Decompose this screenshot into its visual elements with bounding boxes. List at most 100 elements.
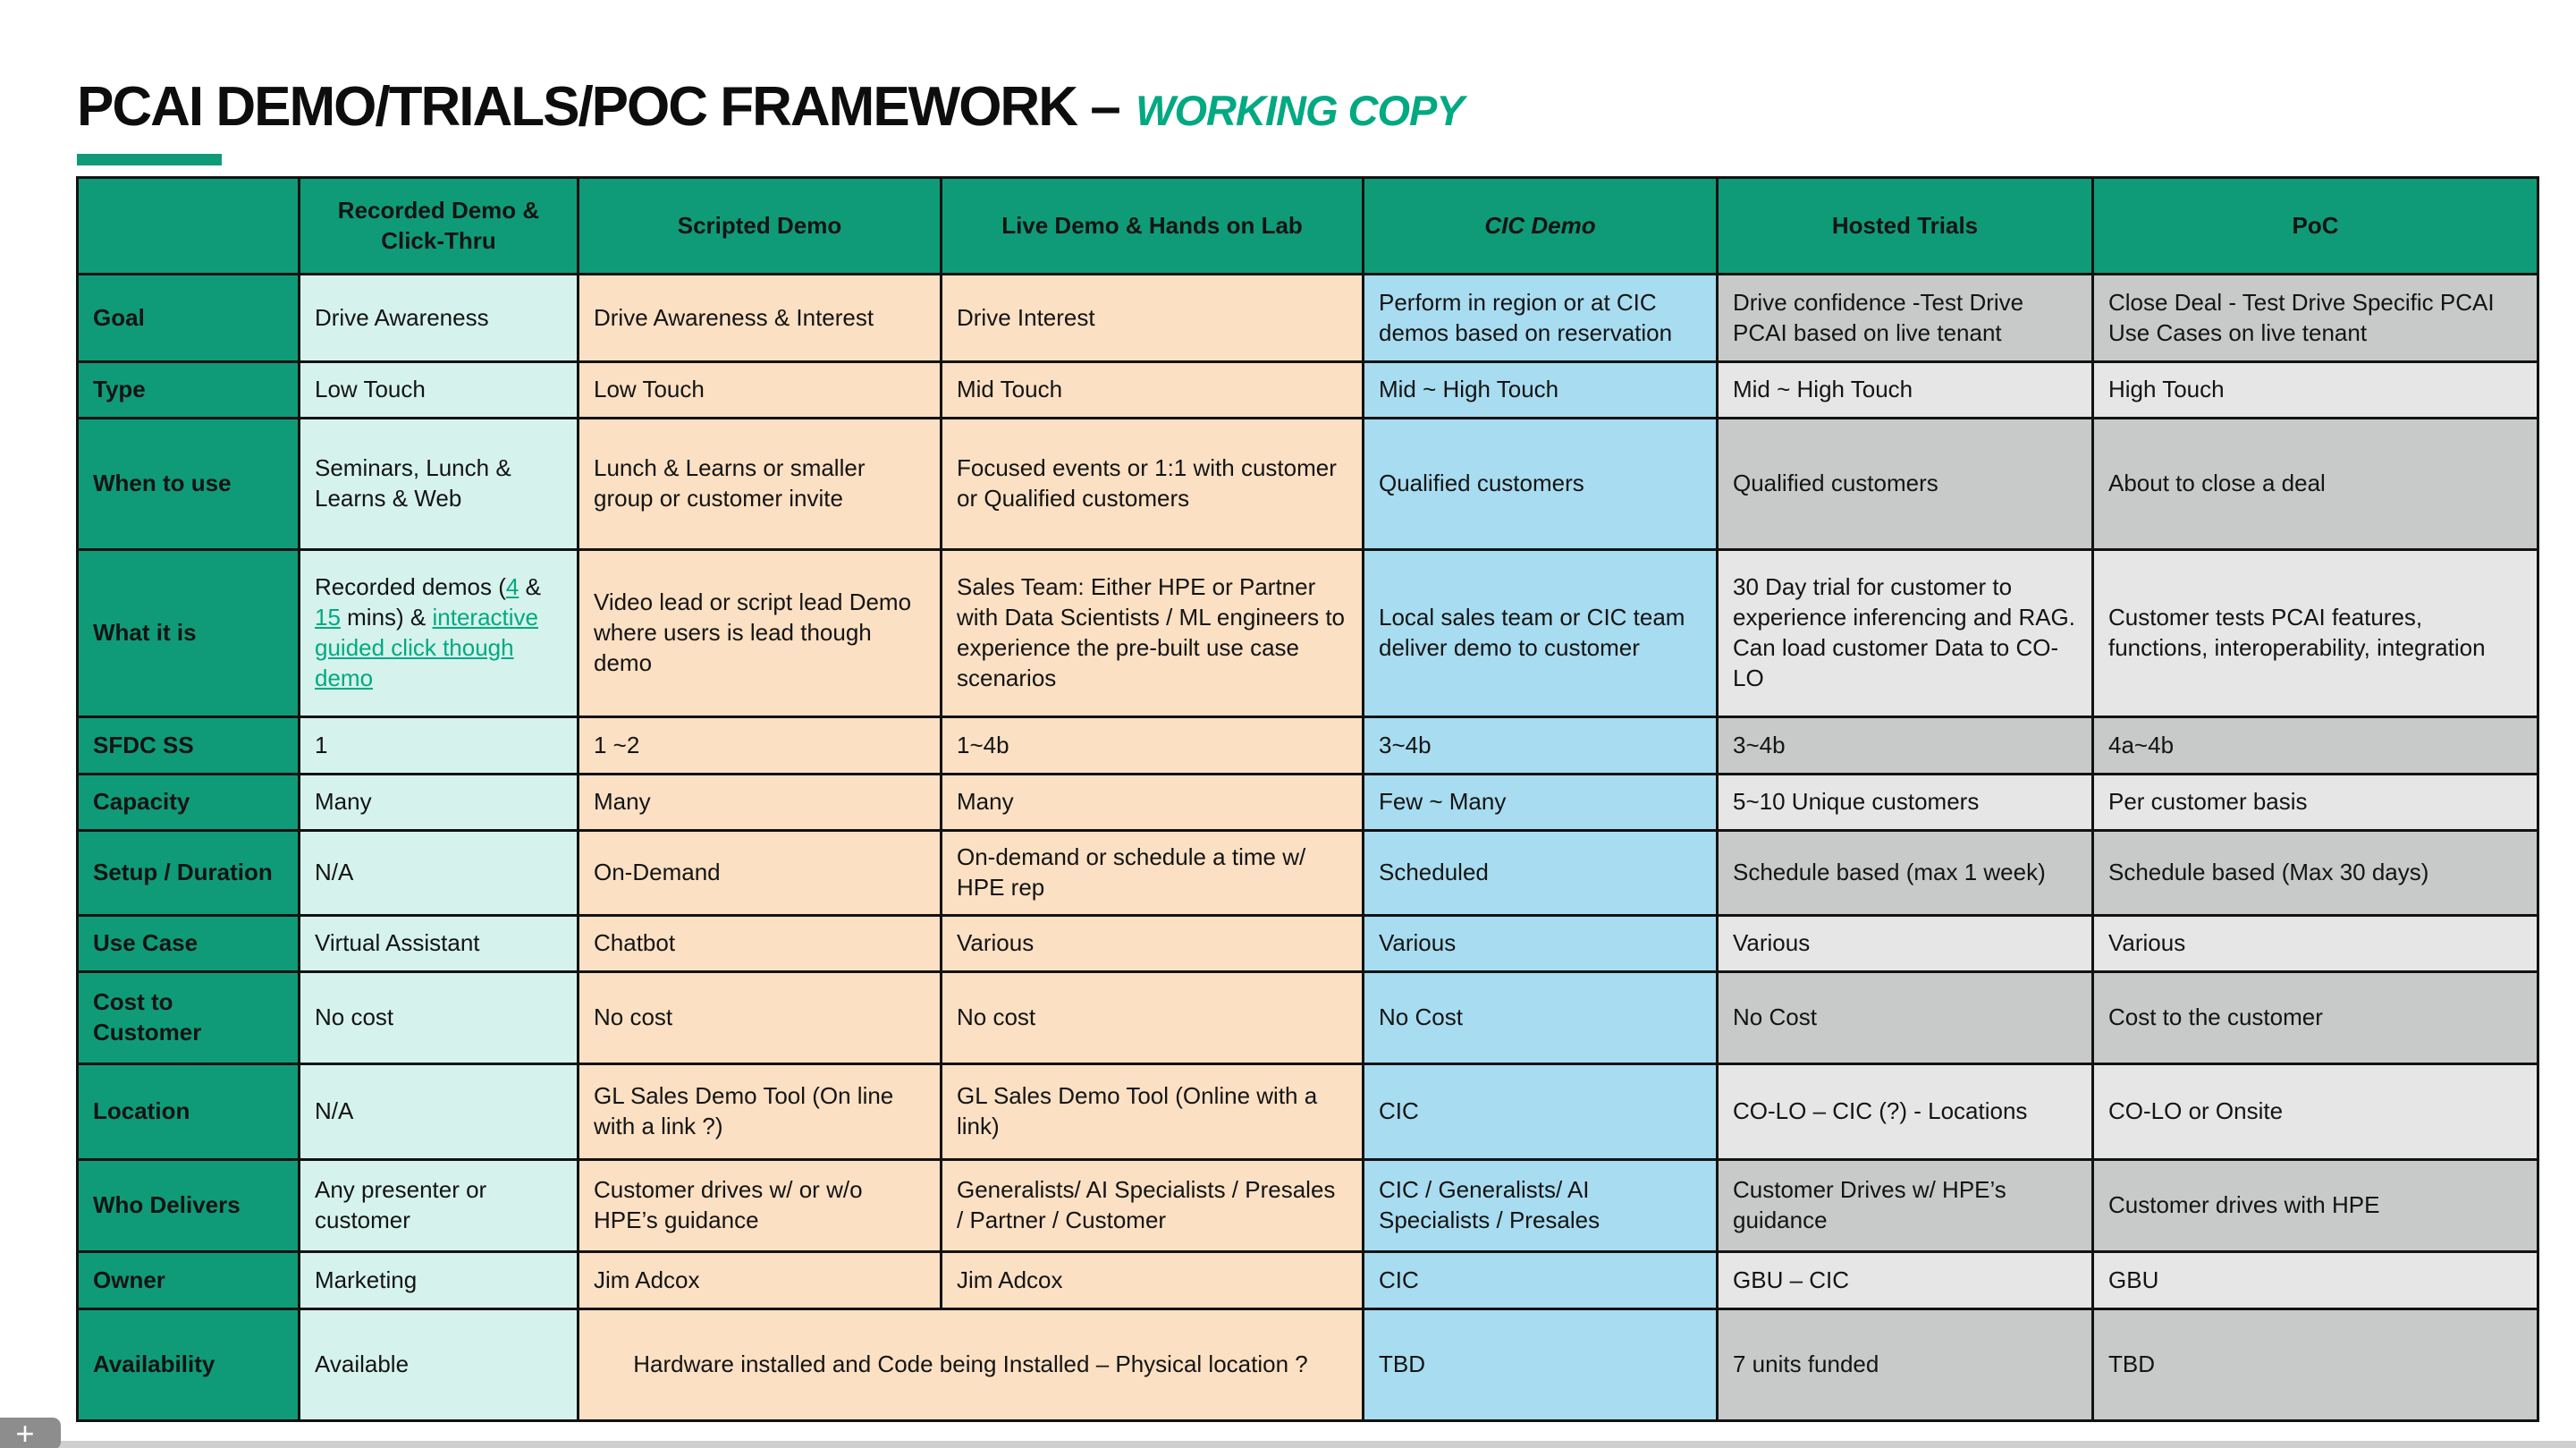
table-cell: Various [1716, 914, 2094, 973]
table-cell: CIC [1362, 1250, 1719, 1310]
table-cell: 1~4b [940, 716, 1364, 775]
row-header: When to use [76, 417, 300, 551]
column-header-scripted-demo: Scripted Demo [577, 176, 942, 275]
title-accent-bar [77, 154, 222, 165]
page-title-accent: WORKING COPY [1136, 87, 1465, 134]
table-cell: Virtual Assistant [298, 914, 579, 973]
table-cell: Qualified customers [1362, 417, 1719, 551]
table-cell: CIC [1362, 1063, 1719, 1161]
table-cell: Mid ~ High Touch [1362, 360, 1719, 419]
row-header: Setup / Duration [76, 829, 300, 917]
row-header: Who Delivers [76, 1158, 300, 1253]
table-row-availability: Availability Available Hardware installe… [76, 1308, 2539, 1422]
framework-table: Recorded Demo & Click-Thru Scripted Demo… [76, 176, 2539, 1422]
table-cell-merged: Hardware installed and Code being Instal… [577, 1308, 1364, 1422]
table-cell: Various [2091, 914, 2539, 973]
table-cell: Lunch & Learns or smaller group or custo… [577, 417, 942, 551]
table-cell: Schedule based (Max 30 days) [2091, 829, 2539, 917]
row-header: Location [76, 1063, 300, 1161]
table-row-capacity: Capacity Many Many Many Few ~ Many 5~10 … [76, 773, 2539, 832]
table-cell: No cost [940, 970, 1364, 1065]
table-cell: Chatbot [577, 914, 942, 973]
table-cell: N/A [298, 829, 579, 917]
page-title-text: PCAI DEMO/TRIALS/POC FRAMEWORK – [77, 76, 1121, 138]
table-cell: Various [1362, 914, 1719, 973]
table-cell: Customer drives with HPE [2091, 1158, 2539, 1253]
table-cell: Video lead or script lead Demo where use… [577, 548, 942, 718]
row-header: Cost to Customer [76, 970, 300, 1065]
row-header: Availability [76, 1308, 300, 1422]
table-cell: Generalists/ AI Specialists / Presales /… [940, 1158, 1364, 1253]
table-cell: High Touch [2091, 360, 2539, 419]
row-header: Owner [76, 1250, 300, 1310]
table-cell: 3~4b [1716, 716, 2094, 775]
table-cell: 7 units funded [1716, 1308, 2094, 1422]
table-row-goal: Goal Drive Awareness Drive Awareness & I… [76, 273, 2539, 363]
table-row-type: Type Low Touch Low Touch Mid Touch Mid ~… [76, 360, 2539, 419]
table-cell: Low Touch [298, 360, 579, 419]
row-header: Type [76, 360, 300, 419]
table-cell: 1 ~2 [577, 716, 942, 775]
table-row-use-case: Use Case Virtual Assistant Chatbot Vario… [76, 914, 2539, 973]
table-cell: TBD [1362, 1308, 1719, 1422]
table-cell: Drive Awareness [298, 273, 579, 363]
table-cell: Many [940, 773, 1364, 832]
table-cell: About to close a deal [2091, 417, 2539, 551]
table-cell: Any presenter or customer [298, 1158, 579, 1253]
column-header-blank [76, 176, 300, 275]
table-row-location: Location N/A GL Sales Demo Tool (On line… [76, 1063, 2539, 1161]
table-cell: Mid ~ High Touch [1716, 360, 2094, 419]
horizontal-scrollbar-track[interactable] [0, 1441, 2576, 1448]
table-cell: Schedule based (max 1 week) [1716, 829, 2094, 917]
table-cell: Local sales team or CIC team deliver dem… [1362, 548, 1719, 718]
table-header-row: Recorded Demo & Click-Thru Scripted Demo… [76, 176, 2539, 275]
table-cell: No cost [298, 970, 579, 1065]
table-cell: Many [577, 773, 942, 832]
table-row-when-to-use: When to use Seminars, Lunch & Learns & W… [76, 417, 2539, 551]
table-cell-rich: Recorded demos (4 & 15 mins) & interacti… [298, 548, 579, 718]
table-cell: Customer tests PCAI features, functions,… [2091, 548, 2539, 718]
link-interactive-guided-click-demo[interactable]: interactive guided click though demo [315, 604, 538, 691]
table-cell: Scheduled [1362, 829, 1719, 917]
table-row-owner: Owner Marketing Jim Adcox Jim Adcox CIC … [76, 1250, 2539, 1310]
table-cell: Seminars, Lunch & Learns & Web [298, 417, 579, 551]
table-cell: Perform in region or at CIC demos based … [1362, 273, 1719, 363]
column-header-cic-demo: CIC Demo [1362, 176, 1719, 275]
table-cell: 4a~4b [2091, 716, 2539, 775]
table-row-who-delivers: Who Delivers Any presenter or customer C… [76, 1158, 2539, 1253]
table-cell: Drive confidence -Test Drive PCAI based … [1716, 273, 2094, 363]
text-segment: mins) & [340, 604, 433, 631]
table-cell: No Cost [1362, 970, 1719, 1065]
table-cell: On-demand or schedule a time w/ HPE rep [940, 829, 1364, 917]
table-row-cost-to-customer: Cost to Customer No cost No cost No cost… [76, 970, 2539, 1065]
table-cell: TBD [2091, 1308, 2539, 1422]
table-cell: GBU – CIC [1716, 1250, 2094, 1310]
table-row-setup-duration: Setup / Duration N/A On-Demand On-demand… [76, 829, 2539, 917]
table-cell: CO-LO – CIC (?) - Locations [1716, 1063, 2094, 1161]
table-cell: Qualified customers [1716, 417, 2094, 551]
table-row-sfdc-ss: SFDC SS 1 1 ~2 1~4b 3~4b 3~4b 4a~4b [76, 716, 2539, 775]
table-cell: 30 Day trial for customer to experience … [1716, 548, 2094, 718]
table-cell: Drive Interest [940, 273, 1364, 363]
text-segment: & [519, 573, 541, 601]
link-15min-demo[interactable]: 15 [315, 604, 341, 631]
table-cell: GL Sales Demo Tool (Online with a link) [940, 1063, 1364, 1161]
table-cell: Sales Team: Either HPE or Partner with D… [940, 548, 1364, 718]
table-cell: Cost to the customer [2091, 970, 2539, 1065]
table-cell: On-Demand [577, 829, 942, 917]
row-header: Capacity [76, 773, 300, 832]
row-header: What it is [76, 548, 300, 718]
table-cell: Low Touch [577, 360, 942, 419]
plus-button[interactable]: + [0, 1418, 61, 1448]
table-cell: No cost [577, 970, 942, 1065]
table-row-what-it-is: What it is Recorded demos (4 & 15 mins) … [76, 548, 2539, 718]
row-header: Use Case [76, 914, 300, 973]
table-cell: No Cost [1716, 970, 2094, 1065]
table-cell: Drive Awareness & Interest [577, 273, 942, 363]
column-header-live-demo: Live Demo & Hands on Lab [940, 176, 1364, 275]
link-4min-demo[interactable]: 4 [505, 573, 519, 601]
table-cell: N/A [298, 1063, 579, 1161]
table-cell: Close Deal - Test Drive Specific PCAI Us… [2091, 273, 2539, 363]
table-cell: Per customer basis [2091, 773, 2539, 832]
